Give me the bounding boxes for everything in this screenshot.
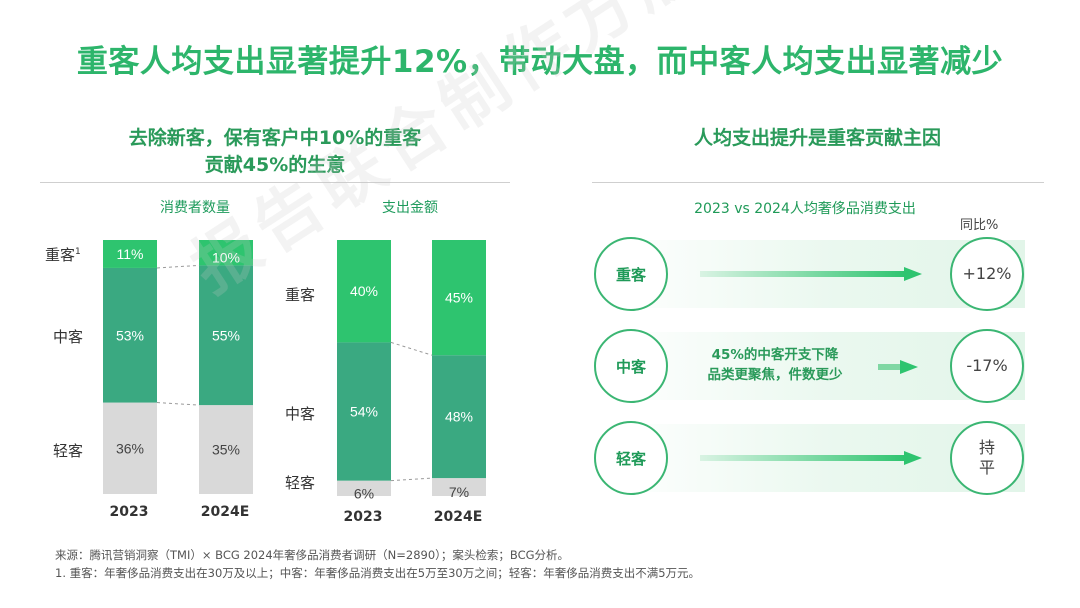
- chart1-row-label-light: 轻客: [53, 442, 84, 460]
- left-heading-line1: 去除新客，保有客户中10%的重客: [128, 127, 422, 149]
- yoy-value-light-line1: 持: [978, 438, 995, 457]
- chart1-connector-light: [156, 402, 200, 406]
- chart2-bar-medium-2024e: [432, 355, 486, 479]
- chart2-label-medium-2023: 54%: [350, 404, 378, 420]
- yoy-value-medium: -17%: [950, 329, 1024, 403]
- chart2-bar-heavy-2023: [337, 240, 391, 343]
- chart1-title: 消费者数量: [160, 200, 230, 216]
- chart2-bar-light-2023: [337, 480, 391, 496]
- chart1-x-label-2023: 2023: [109, 504, 149, 520]
- chart1-footnote-marker: 1: [75, 247, 81, 257]
- chart1-bar-heavy-2023: [103, 240, 157, 268]
- chart1-connector-medium: [156, 264, 200, 269]
- left-heading-line2: 贡献45%的生意: [204, 154, 346, 176]
- chart2-label-medium-2024e: 48%: [445, 409, 473, 425]
- chart1-bar-light-2024e: [199, 405, 253, 494]
- chart2-connector-light: [390, 477, 433, 482]
- chart2-row-label-heavy: 重客: [285, 286, 316, 304]
- chart2-label-light-2023: 6%: [354, 485, 374, 501]
- chart1-bar-heavy-2024e: [199, 240, 253, 266]
- arrow-light-icon: [700, 451, 922, 465]
- arrow-heavy-icon: [700, 267, 922, 281]
- yoy-value-heavy: +12%: [950, 237, 1024, 311]
- definition-footnote: 1. 重客：年奢侈品消费支出在30万及以上；中客：年奢侈品消费支出在5万至30万…: [55, 566, 701, 580]
- chart2-title: 支出金额: [382, 200, 438, 216]
- page-title: 重客人均支出显著提升12%，带动大盘，而中客人均支出显著减少: [76, 44, 1004, 80]
- segment-circle-heavy: 重客: [594, 237, 668, 311]
- chart1-label-light-2023: 36%: [116, 440, 144, 456]
- chart2-bar-light-2024e: [432, 478, 486, 496]
- chart2-row-label-light: 轻客: [285, 474, 316, 492]
- source-footnote: 来源：腾讯营销洞察（TMI）× BCG 2024年奢侈品消费者调研（N=2890…: [55, 548, 570, 562]
- chart1-bar-medium-2024e: [199, 265, 253, 406]
- chart1-label-medium-2023: 53%: [116, 327, 144, 343]
- left-divider: [40, 182, 510, 183]
- chart2-x-label-2024e: 2024E: [433, 509, 483, 525]
- medium-note-line1: 45%的中客开支下降: [711, 347, 839, 363]
- chart2-bar-heavy-2024e: [432, 240, 486, 356]
- chart1-label-light-2024e: 35%: [212, 442, 240, 458]
- right-divider: [592, 182, 1044, 183]
- medium-note: 45%的中客开支下降 品类更聚焦，件数更少: [680, 345, 870, 385]
- chart2-row-label-medium: 中客: [285, 405, 316, 423]
- chart1-label-heavy-2024e: 10%: [212, 250, 240, 266]
- chart1-bar-medium-2023: [103, 267, 157, 403]
- chart1-row-label-medium: 中客: [53, 328, 84, 346]
- chart1-row-label-heavy: 重客1: [45, 246, 81, 264]
- chart1-label-heavy-2023: 11%: [117, 246, 144, 262]
- chart1-x-label-2024e: 2024E: [200, 504, 250, 520]
- chart2-connector-medium: [390, 341, 433, 356]
- chart2-label-light-2024e: 7%: [449, 484, 469, 500]
- chart2-bar-medium-2023: [337, 342, 391, 481]
- medium-note-line2: 品类更聚焦，件数更少: [707, 367, 843, 383]
- yoy-header: 同比%: [960, 218, 999, 233]
- chart1-label-medium-2024e: 55%: [212, 327, 240, 343]
- chart2-label-heavy-2023: 40%: [350, 283, 378, 299]
- yoy-value-light-line2: 平: [978, 458, 995, 477]
- right-section-heading: 人均支出提升是重客贡献主因: [693, 127, 941, 149]
- segment-circle-medium: 中客: [594, 329, 668, 403]
- chart2-label-heavy-2024e: 45%: [445, 290, 473, 306]
- yoy-value-light: 持 平: [950, 421, 1024, 495]
- segment-circle-light: 轻客: [594, 421, 668, 495]
- left-section-heading: 去除新客，保有客户中10%的重客 贡献45%的生意: [40, 125, 510, 179]
- comparison-title: 2023 vs 2024人均奢侈品消费支出: [694, 201, 916, 217]
- chart2-x-label-2023: 2023: [343, 509, 383, 525]
- chart1-bar-light-2023: [103, 402, 157, 494]
- arrow-medium-icon: [878, 360, 918, 374]
